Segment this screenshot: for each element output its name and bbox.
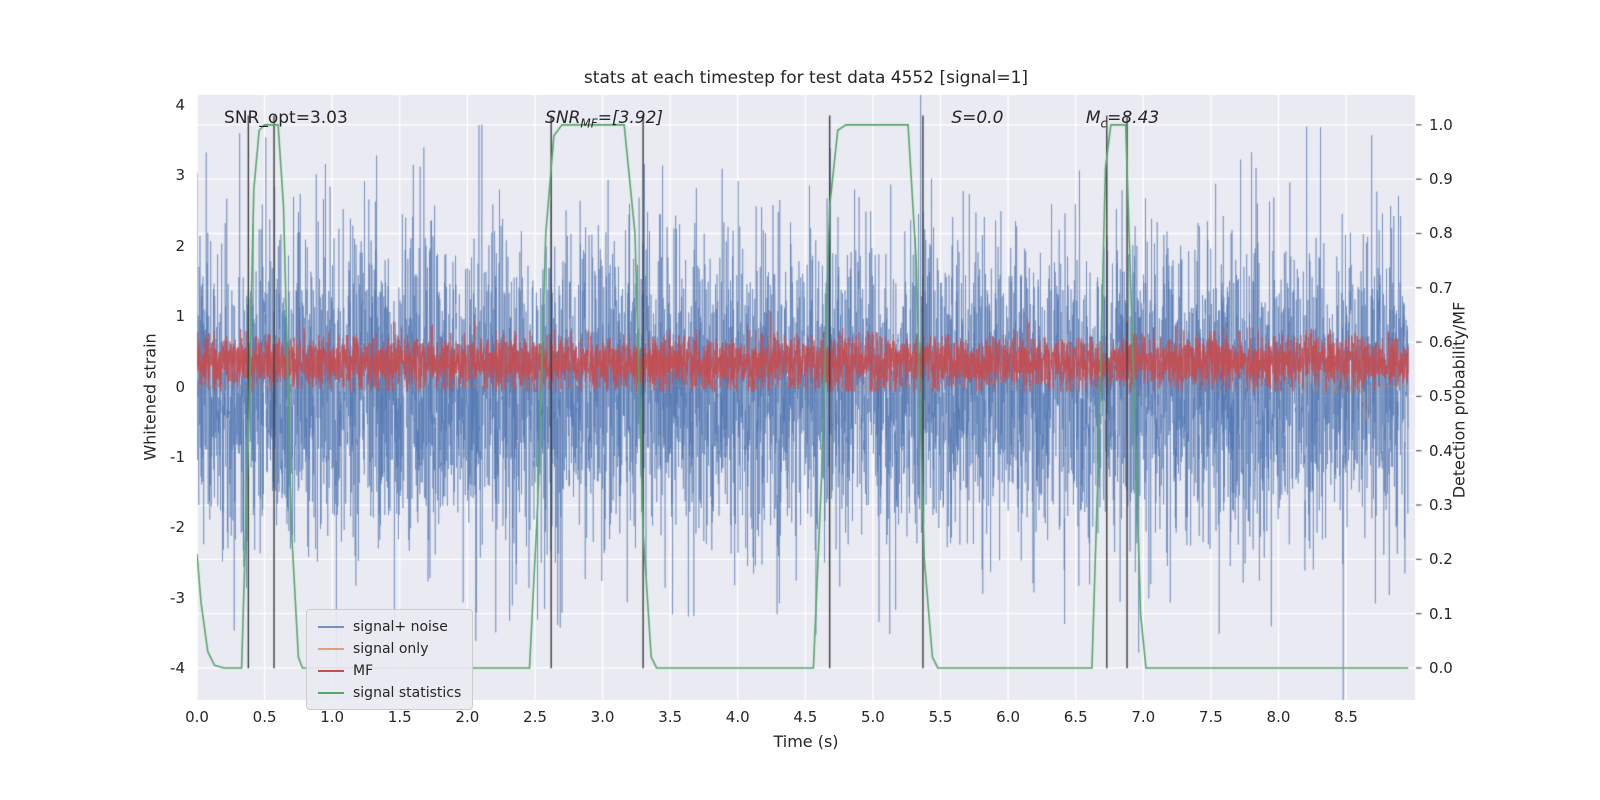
y-right-tick-label: 0.2 xyxy=(1429,550,1453,569)
annotation-text: SNR_opt=3.03 xyxy=(224,108,348,128)
y-right-tick-label: 0.0 xyxy=(1429,658,1453,677)
annotation-subscript: c xyxy=(1100,116,1108,131)
y-right-tick-label: 0.5 xyxy=(1429,387,1453,406)
x-axis-label: Time (s) xyxy=(773,732,839,751)
x-tick-label: 0.5 xyxy=(252,708,277,726)
legend-swatch-signal-statistics xyxy=(318,691,344,694)
y-left-tick-label: -2 xyxy=(170,518,185,537)
annotation-text: SNR xyxy=(545,108,581,128)
legend-label: signal statistics xyxy=(353,684,462,701)
annotation-text: =[3.92] xyxy=(597,108,664,128)
annotation-1: SNRMF=[3.92] xyxy=(545,108,663,130)
chart-title: stats at each timestep for test data 455… xyxy=(583,68,1029,88)
legend-label: signal+ noise xyxy=(353,618,448,635)
x-tick-label: 1.0 xyxy=(320,708,345,726)
x-tick-label: 7.0 xyxy=(1131,708,1156,726)
x-tick-label: 6.5 xyxy=(1063,708,1088,726)
annotation-subscript: MF xyxy=(580,116,598,131)
x-tick-label: 8.0 xyxy=(1266,708,1291,726)
x-tick-label: 1.5 xyxy=(387,708,412,726)
legend-item-signal-only: signal only xyxy=(318,640,461,657)
y-axis-label-left: Whitened strain xyxy=(140,333,160,461)
y-right-tick-label: 0.8 xyxy=(1429,224,1453,243)
legend-item-signal-noise: signal+ noise xyxy=(318,618,461,635)
y-left-tick-label: -4 xyxy=(170,659,185,678)
legend-item-mf: MF xyxy=(318,662,461,679)
x-tick-label: 0.0 xyxy=(185,708,209,726)
y-left-tick-label: 3 xyxy=(175,166,185,185)
x-tick-label: 7.5 xyxy=(1198,708,1223,726)
annotation-text: =8.43 xyxy=(1107,108,1160,128)
legend-label: signal only xyxy=(353,640,429,657)
y-right-tick-label: 0.6 xyxy=(1429,333,1453,352)
y-left-tick-label: -3 xyxy=(170,588,185,607)
annotation-3: Mc=8.43 xyxy=(1086,108,1159,130)
x-tick-label: 3.0 xyxy=(590,708,615,726)
x-tick-label: 6.0 xyxy=(996,708,1021,726)
y-right-tick-label: 0.7 xyxy=(1429,278,1453,297)
y-left-tick-label: 4 xyxy=(175,95,185,114)
x-tick-label: 5.5 xyxy=(928,708,953,726)
y-right-tick-label: 0.9 xyxy=(1429,170,1453,189)
y-left-tick-label: 0 xyxy=(175,377,185,396)
annotation-text: M xyxy=(1085,108,1101,128)
x-tick-label: 3.5 xyxy=(658,708,683,726)
annotation-text: S=0.0 xyxy=(951,108,1004,128)
x-tick-label: 8.5 xyxy=(1334,708,1358,726)
legend-label: MF xyxy=(353,662,374,679)
y-left-tick-label: 2 xyxy=(175,236,185,255)
y-right-tick-label: 0.1 xyxy=(1429,604,1453,623)
y-right-tick-label: 1.0 xyxy=(1429,115,1453,134)
x-tick-label: 2.0 xyxy=(455,708,480,726)
legend-item-signal-statistics: signal statistics xyxy=(318,684,461,701)
legend-swatch-signal-only xyxy=(318,647,344,650)
y-left-tick-label: -1 xyxy=(170,448,185,467)
y-right-tick-label: 0.4 xyxy=(1429,441,1453,460)
x-tick-label: 4.5 xyxy=(793,708,818,726)
x-tick-label: 4.0 xyxy=(725,708,750,726)
legend-swatch-signal-noise xyxy=(318,625,344,628)
y-right-tick-label: 0.3 xyxy=(1429,496,1453,515)
annotation-2: S=0.0 xyxy=(951,108,1003,130)
legend: signal+ noise signal only MF signal stat… xyxy=(306,609,474,710)
legend-swatch-mf xyxy=(318,669,344,672)
x-tick-label: 2.5 xyxy=(523,708,547,726)
annotation-0: SNR_opt=3.03 xyxy=(224,108,348,130)
y-left-tick-label: 1 xyxy=(175,307,185,326)
x-tick-label: 5.0 xyxy=(860,708,885,726)
